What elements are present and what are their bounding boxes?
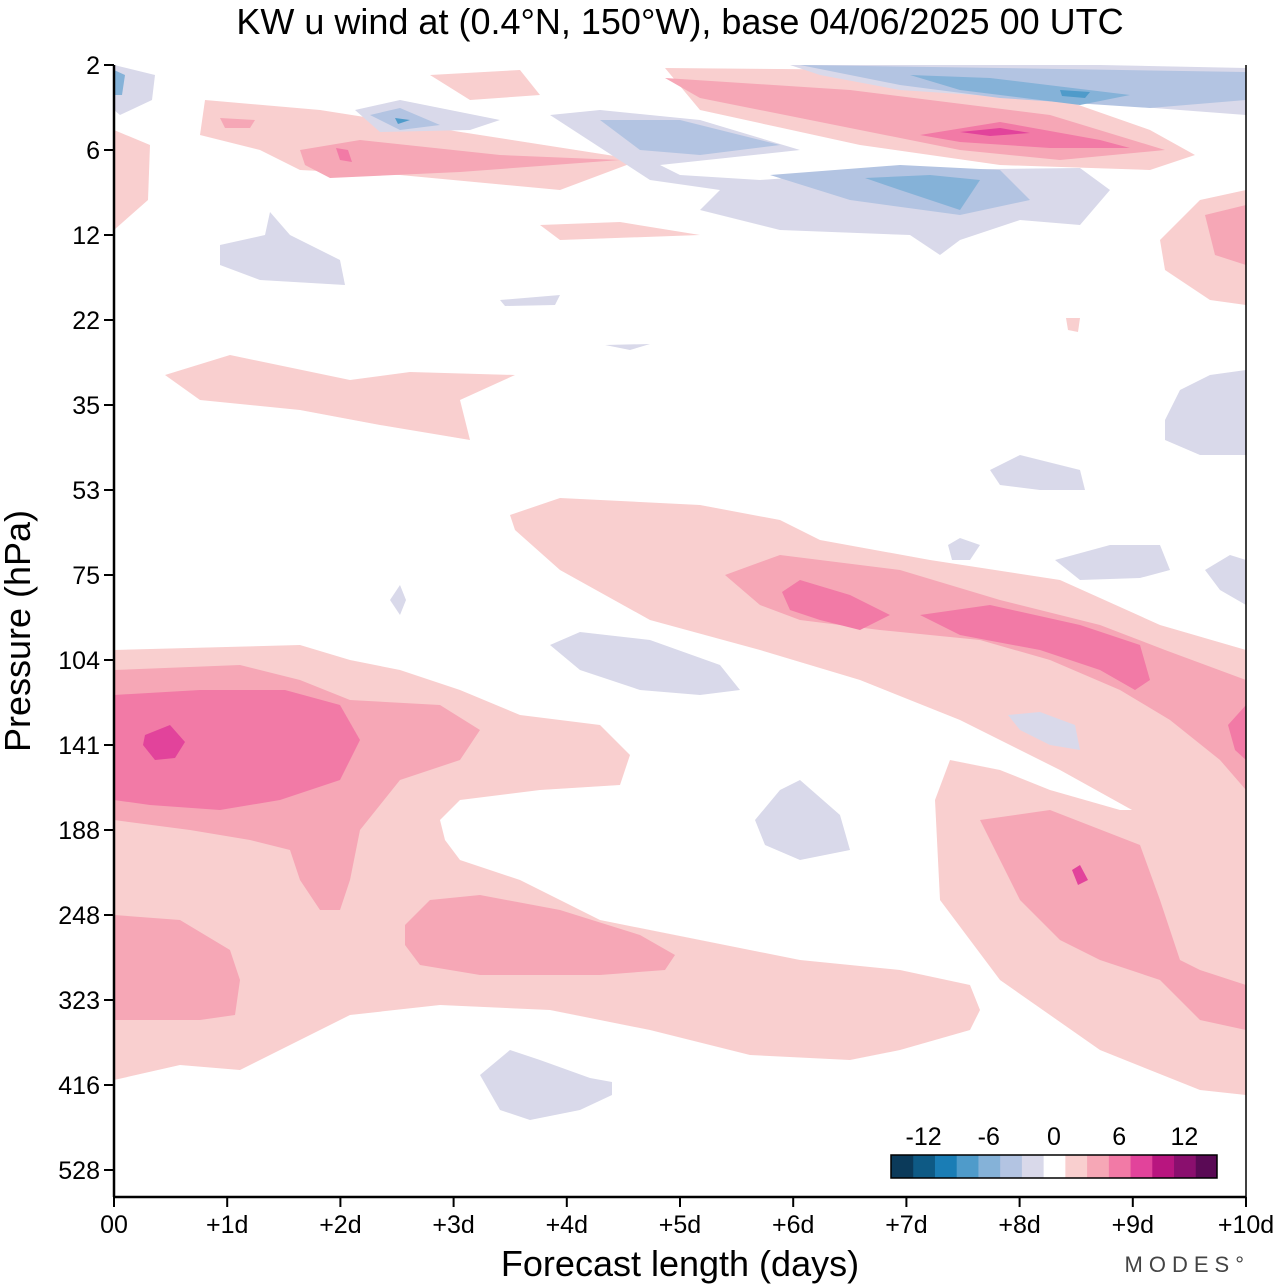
y-tick-label: 2 (86, 52, 100, 80)
colorbar-swatch (912, 1155, 935, 1178)
colorbar-swatch (1043, 1155, 1066, 1178)
y-tick-label: 53 (72, 477, 100, 505)
x-tick-label: +8d (998, 1211, 1040, 1239)
y-tick-label: 141 (58, 732, 100, 760)
x-tick-label: +7d (885, 1211, 927, 1239)
chart-title: KW u wind at (0.4°N, 150°W), base 04/06/… (236, 1, 1123, 42)
colorbar-swatch (977, 1155, 1001, 1178)
x-tick-label: +1d (206, 1211, 248, 1239)
contour-neg1 (390, 370, 1246, 1120)
colorbar-label: 0 (1047, 1123, 1061, 1151)
y-axis-ticks: 2 6 12 22 35 53 75 104 141 188 248 323 416 528 (58, 52, 114, 1185)
y-tick-label: 22 (72, 307, 100, 335)
colorbar-swatch (999, 1155, 1022, 1178)
y-tick-label: 75 (72, 562, 100, 590)
colorbar: -12 -6 0 6 12 (890, 1123, 1218, 1179)
y-tick-label: 35 (72, 392, 100, 420)
y-axis-title: Pressure (hPa) (0, 510, 38, 752)
colorbar-swatch (1021, 1155, 1044, 1178)
y-tick-label: 248 (58, 902, 100, 930)
y-tick-label: 104 (58, 647, 100, 675)
contour-pos3 (336, 122, 1130, 162)
x-tick-label: +9d (1112, 1211, 1154, 1239)
contour-pos3 (114, 690, 360, 810)
colorbar-swatch (891, 1155, 914, 1178)
y-tick-label: 12 (72, 222, 100, 250)
colorbar-swatch (1173, 1155, 1196, 1178)
x-tick-label: 00 (100, 1211, 128, 1239)
x-axis-ticks: 00 +1d +2d +3d +4d +5d +6d +7d +8d +9d +10d (100, 1197, 1274, 1239)
colorbar-swatch (1130, 1155, 1153, 1178)
x-axis-title: Forecast length (days) (501, 1243, 859, 1284)
colorbar-frame (890, 1154, 1218, 1179)
modes-logo: MODES° (1125, 1252, 1250, 1277)
colorbar-swatch (1195, 1155, 1218, 1178)
x-tick-label: +5d (659, 1211, 701, 1239)
contour-pos4 (1072, 865, 1088, 885)
x-tick-label: +6d (772, 1211, 814, 1239)
colorbar-swatch (1108, 1155, 1131, 1178)
contour-neg3 (114, 70, 1130, 210)
colorbar-label: -6 (978, 1123, 1000, 1151)
x-tick-label: +4d (546, 1211, 588, 1239)
contour-pos1 (165, 355, 1246, 1095)
y-tick-label: 528 (58, 1157, 100, 1185)
colorbar-label: 6 (1112, 1123, 1126, 1151)
colorbar-swatch (1151, 1155, 1175, 1178)
colorbar-swatch (934, 1155, 957, 1178)
contour-pos4 (143, 725, 185, 760)
colorbar-swatch (1086, 1155, 1109, 1178)
y-tick-label: 416 (58, 1072, 100, 1100)
colorbar-swatch (1064, 1155, 1088, 1178)
y-tick-label: 6 (86, 137, 100, 165)
x-tick-label: +10d (1218, 1211, 1274, 1239)
colorbar-swatch (956, 1155, 979, 1178)
contour-pos3 (782, 580, 1246, 760)
colorbar-label: 12 (1170, 1123, 1198, 1151)
y-tick-label: 188 (58, 817, 100, 845)
plot-area (112, 65, 1247, 1199)
x-tick-label: +3d (432, 1211, 474, 1239)
contour-pos4 (960, 128, 1030, 136)
y-tick-label: 323 (58, 987, 100, 1015)
colorbar-label: -12 (906, 1123, 942, 1151)
contour-neg2 (370, 65, 1246, 215)
x-tick-label: +2d (319, 1211, 361, 1239)
